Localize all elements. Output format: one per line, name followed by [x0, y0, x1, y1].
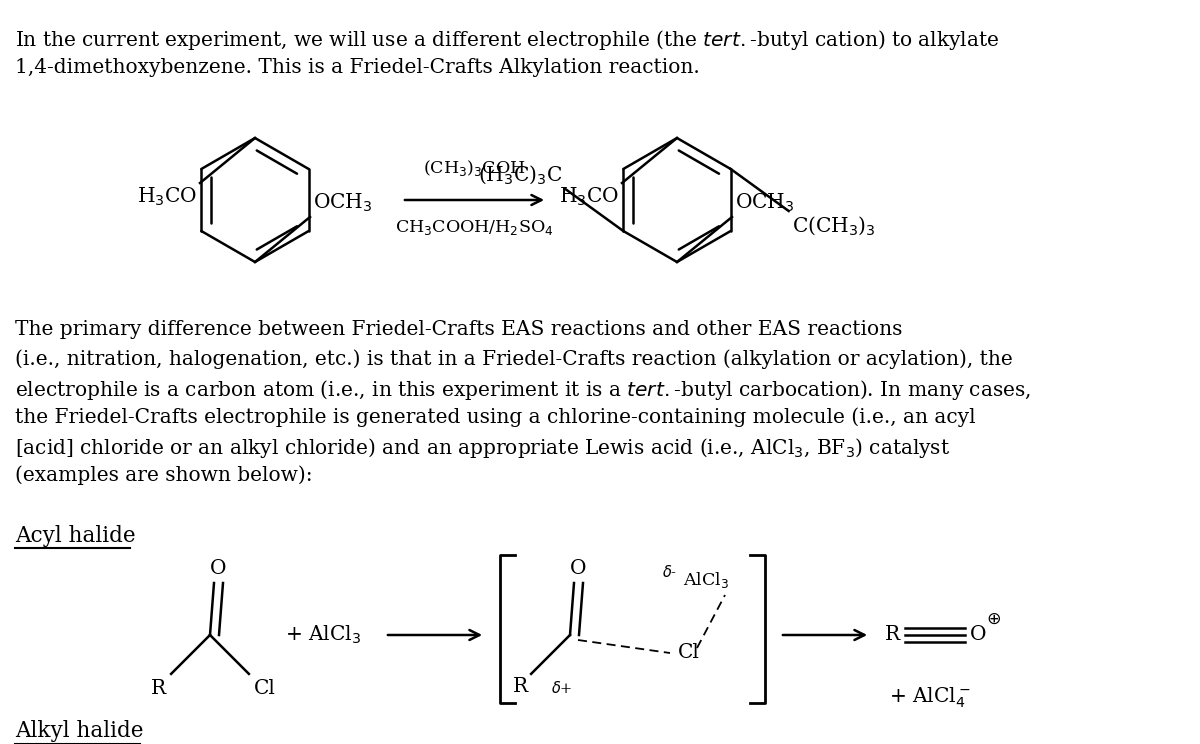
Text: OCH$_3$: OCH$_3$: [734, 192, 794, 214]
Text: CH$_3$COOH/H$_2$SO$_4$: CH$_3$COOH/H$_2$SO$_4$: [395, 218, 553, 237]
Text: Alkyl halide: Alkyl halide: [14, 720, 144, 742]
Text: O: O: [570, 559, 587, 578]
Text: Acyl halide: Acyl halide: [14, 525, 136, 547]
Text: In the current experiment, we will use a different electrophile (the $\it{tert}.: In the current experiment, we will use a…: [14, 28, 1000, 52]
Text: R: R: [884, 626, 900, 644]
Text: Cl: Cl: [678, 644, 700, 662]
Text: The primary difference between Friedel-Crafts EAS reactions and other EAS reacti: The primary difference between Friedel-C…: [14, 320, 902, 339]
Text: [acid] chloride or an alkyl chloride) and an appropriate Lewis acid (i.e., AlCl$: [acid] chloride or an alkyl chloride) an…: [14, 436, 950, 460]
Text: Cl: Cl: [254, 679, 276, 698]
Text: H$_3$CO: H$_3$CO: [559, 186, 619, 208]
Text: + AlCl$_3$: + AlCl$_3$: [286, 624, 361, 646]
Text: + AlCl$_4^-$: + AlCl$_4^-$: [889, 685, 971, 710]
Text: O: O: [970, 626, 986, 644]
Text: (examples are shown below):: (examples are shown below):: [14, 465, 313, 484]
Text: (i.e., nitration, halogenation, etc.) is that in a Friedel-Crafts reaction (alky: (i.e., nitration, halogenation, etc.) is…: [14, 349, 1013, 369]
Text: O: O: [210, 559, 227, 578]
Text: $\oplus$: $\oplus$: [985, 611, 1001, 627]
Text: OCH$_3$: OCH$_3$: [313, 192, 372, 214]
Text: $\delta$+: $\delta$+: [551, 680, 572, 696]
Text: 1,4-dimethoxybenzene. This is a Friedel-Crafts Alkylation reaction.: 1,4-dimethoxybenzene. This is a Friedel-…: [14, 58, 700, 77]
Text: C(CH$_3$)$_3$: C(CH$_3$)$_3$: [792, 214, 876, 237]
Text: (CH$_3$)$_3$COH: (CH$_3$)$_3$COH: [424, 158, 526, 178]
Text: (H$_3$C)$_3$C: (H$_3$C)$_3$C: [478, 164, 563, 186]
Text: R: R: [151, 679, 166, 698]
Text: AlCl$_3$: AlCl$_3$: [683, 570, 728, 590]
Text: the Friedel-Crafts electrophile is generated using a chlorine-containing molecul: the Friedel-Crafts electrophile is gener…: [14, 407, 976, 426]
Text: electrophile is a carbon atom (i.e., in this experiment it is a $\it{tert}.$-but: electrophile is a carbon atom (i.e., in …: [14, 378, 1031, 402]
Text: $\delta$-: $\delta$-: [662, 564, 678, 580]
Text: H$_3$CO: H$_3$CO: [137, 186, 197, 208]
Text: R: R: [512, 677, 528, 696]
